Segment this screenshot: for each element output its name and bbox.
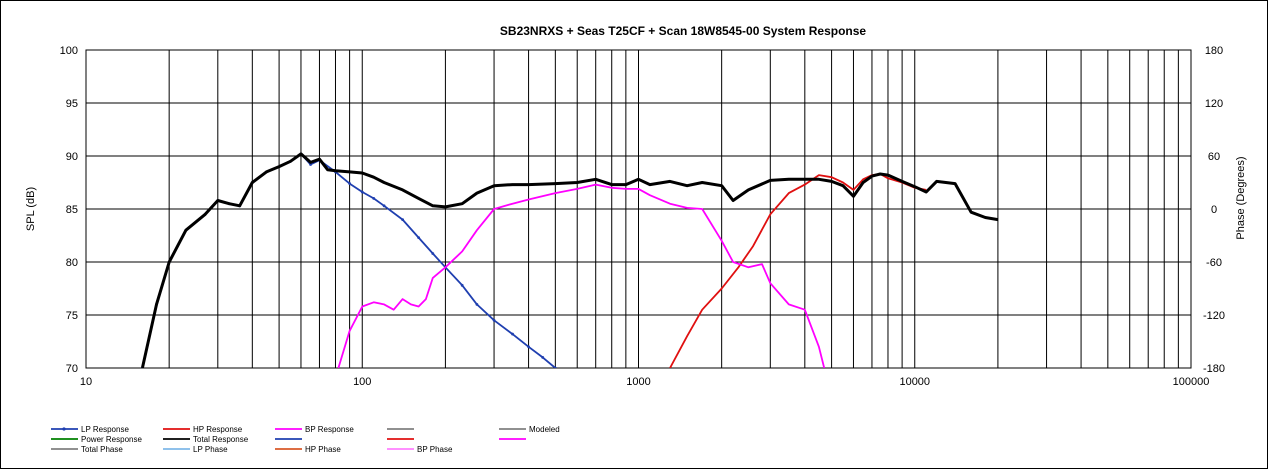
legend-label: HP Response	[193, 425, 243, 434]
lp-response-point	[372, 197, 376, 200]
lp-response-point	[527, 345, 530, 349]
series-group	[140, 152, 999, 375]
lp-response-point	[382, 204, 386, 208]
legend-label: HP Phase	[305, 445, 341, 454]
y-tick-label: 80	[66, 257, 78, 269]
y2-tick-label: 0	[1211, 204, 1217, 216]
x-tick-label: 10000	[899, 376, 930, 388]
legend-label: Modeled	[529, 425, 560, 434]
y2-axis-label: Phase (Degrees)	[1235, 156, 1247, 239]
legend-item: Modeled	[499, 425, 560, 434]
y-tick-label: 70	[66, 363, 78, 375]
lp-response-point	[553, 366, 557, 368]
x-tick-label: 1000	[626, 376, 650, 388]
lp-response-point	[511, 332, 514, 336]
legend-label: BP Phase	[417, 445, 453, 454]
x-tick-label: 10	[80, 376, 92, 388]
y2-tick-label: 180	[1205, 45, 1223, 57]
y-tick-label: 85	[66, 204, 78, 216]
lp-response-point	[460, 283, 464, 287]
y2-tick-labels: -180 -120 -60 0 60 120 180	[1203, 45, 1225, 375]
legend-item: HP Phase	[275, 445, 341, 454]
plot-area-border	[85, 49, 1192, 369]
y2-tick-label: 120	[1205, 98, 1223, 110]
y-tick-labels: 70 75 80 85 90 95 100	[60, 45, 78, 375]
lp-response-point	[309, 163, 312, 166]
y-tick-label: 95	[66, 98, 78, 110]
legend-label: Power Response	[81, 435, 142, 444]
lp-response-point	[492, 318, 496, 322]
legend-label: LP Phase	[193, 445, 228, 454]
lp-response-point	[431, 252, 435, 255]
lp-response-point	[417, 236, 421, 240]
y-tick-label: 100	[60, 45, 78, 57]
lp-response-point	[475, 303, 479, 306]
legend-item: HP Response	[163, 425, 243, 434]
grid	[86, 49, 1191, 369]
lp-response-point	[559, 372, 562, 375]
x-tick-label: 100	[353, 376, 371, 388]
legend-item: Total Phase	[51, 445, 123, 454]
y2-tick-label: 60	[1208, 151, 1220, 163]
lp-response-point	[348, 182, 352, 185]
legend-label: BP Response	[305, 425, 354, 434]
legend-item: LP Response	[51, 425, 129, 434]
legend-item: Total Response	[163, 435, 249, 444]
y2-tick-label: -60	[1206, 257, 1222, 269]
y-tick-label: 90	[66, 151, 78, 163]
legend-label: LP Response	[81, 425, 129, 434]
legend-item: BP Phase	[387, 445, 453, 454]
chart-title: SB23NRXS + Seas T25CF + Scan 18W8545-00 …	[500, 24, 867, 38]
y2-tick-label: -180	[1203, 363, 1225, 375]
legend: LP Response HP Response BP Response Modeled…	[51, 425, 560, 454]
x-tick-labels: 10 100 1000 10000 100000	[80, 376, 1209, 388]
lp-response-point	[401, 218, 405, 222]
x-tick-label: 100000	[1173, 376, 1210, 388]
lp-response-point	[541, 356, 545, 359]
lp-response-point	[360, 190, 364, 194]
legend-marker	[62, 427, 66, 431]
y2-tick-label: -120	[1203, 310, 1225, 322]
legend-label: Total Phase	[81, 445, 123, 454]
series-hp-response	[669, 173, 927, 368]
legend-item: LP Phase	[163, 445, 228, 454]
legend-item: BP Response	[275, 425, 354, 434]
y-axis-label: SPL (dB)	[25, 187, 37, 231]
legend-label: Total Response	[193, 435, 249, 444]
y-tick-label: 75	[66, 310, 78, 322]
series-total-response	[140, 152, 999, 368]
series-bp-response	[337, 183, 826, 368]
legend-item: Power Response	[51, 435, 142, 444]
